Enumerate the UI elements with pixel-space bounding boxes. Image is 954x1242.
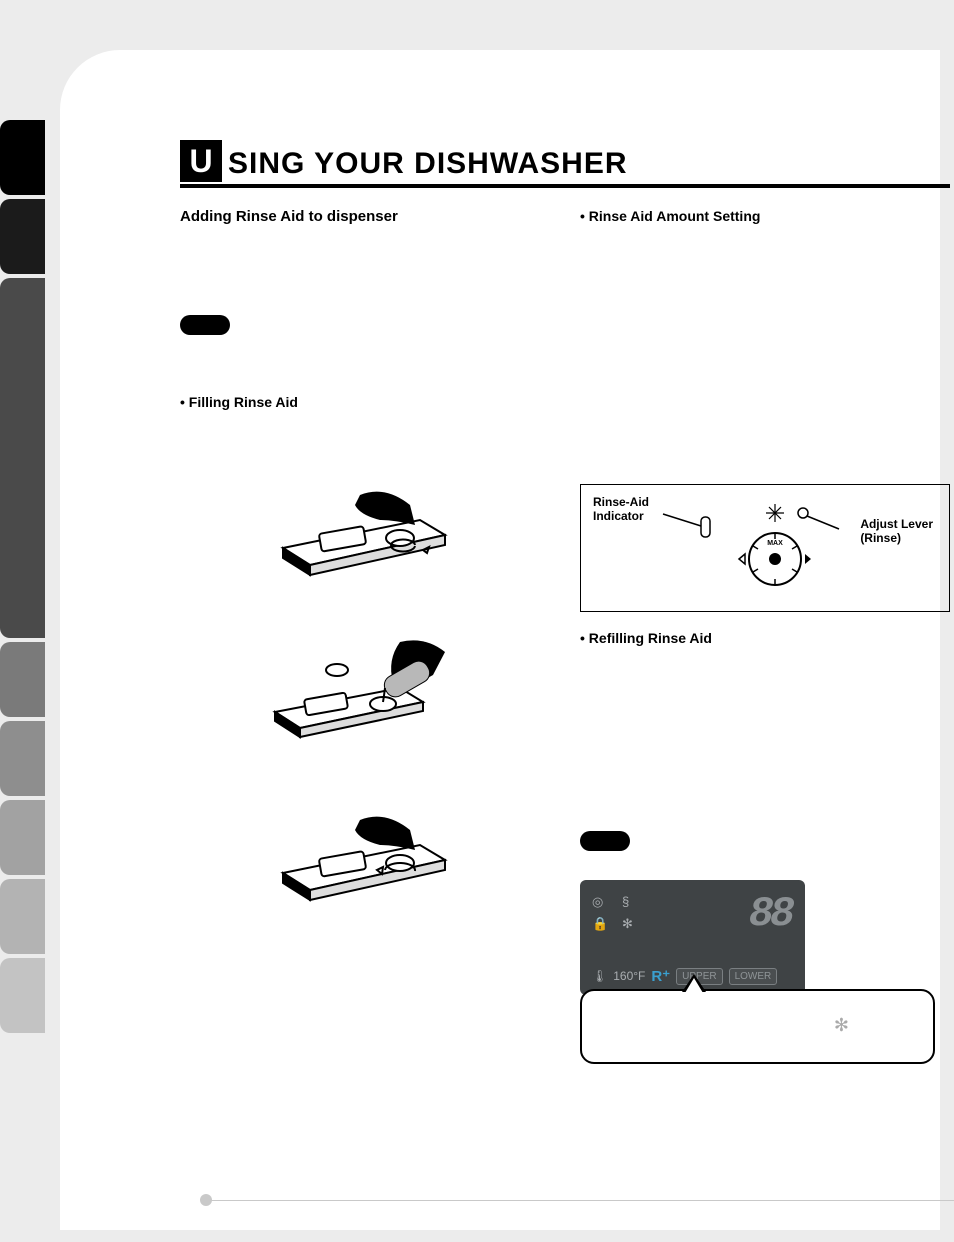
adding-rinse-aid-heading: Adding Rinse Aid to dispenser xyxy=(180,208,550,225)
left-column: Adding Rinse Aid to dispenser Filling Ri… xyxy=(180,208,550,1064)
refilling-rinse-aid-heading: Refilling Rinse Aid xyxy=(580,630,950,646)
note-pill xyxy=(180,315,230,335)
title-badge: U xyxy=(180,140,222,182)
sidebar-tab xyxy=(0,120,45,195)
note-pill xyxy=(580,831,630,851)
sidebar-tab xyxy=(0,879,45,954)
callout-bubble: ✻ xyxy=(580,989,935,1064)
steam-icon: § xyxy=(622,894,644,910)
illustration-pour xyxy=(265,630,465,750)
spiral-icon: ◎ xyxy=(592,894,614,910)
page: U SING YOUR DISHWASHER Adding Rinse Aid … xyxy=(60,50,940,1230)
title-text: SING YOUR DISHWASHER xyxy=(228,147,628,181)
page-title: U SING YOUR DISHWASHER xyxy=(180,140,950,188)
lower-button: LOWER xyxy=(729,968,778,985)
lock-icon: 🔒 xyxy=(592,916,614,932)
rplus-label: R⁺ xyxy=(651,967,670,985)
sidebar-tabs xyxy=(0,120,45,1033)
footer-rule xyxy=(210,1200,954,1201)
right-column: Rinse Aid Amount Setting Rinse-Aid Indic… xyxy=(580,208,950,1064)
filling-rinse-aid-heading: Filling Rinse Aid xyxy=(180,394,550,410)
footer-dot xyxy=(200,1194,212,1206)
sidebar-tab xyxy=(0,278,45,638)
dial-max-text: MAX xyxy=(767,540,783,547)
sidebar-tab xyxy=(0,721,45,796)
illustration-close-cap xyxy=(265,795,465,915)
sidebar-tab xyxy=(0,642,45,717)
sidebar-tab xyxy=(0,199,45,274)
illustration-open-cap xyxy=(265,470,465,590)
rinse-aid-amount-heading: Rinse Aid Amount Setting xyxy=(580,208,950,224)
rinse-aid-diagram: Rinse-Aid Indicator Adjust Lever (Rinse) xyxy=(580,484,950,612)
segment-display: 88 xyxy=(749,890,791,938)
display-icons-grid: ◎ § 🔒 ✻ xyxy=(592,894,644,932)
thermometer-icon: 🌡 xyxy=(592,969,607,983)
content-area: U SING YOUR DISHWASHER Adding Rinse Aid … xyxy=(180,140,950,1064)
sidebar-tab xyxy=(0,958,45,1033)
sidebar-tab xyxy=(0,800,45,875)
temp-label: 160°F xyxy=(613,969,645,983)
columns: Adding Rinse Aid to dispenser Filling Ri… xyxy=(180,208,950,1064)
snowflake-icon: ✻ xyxy=(834,1015,849,1036)
snowflake-icon: ✻ xyxy=(622,916,644,932)
